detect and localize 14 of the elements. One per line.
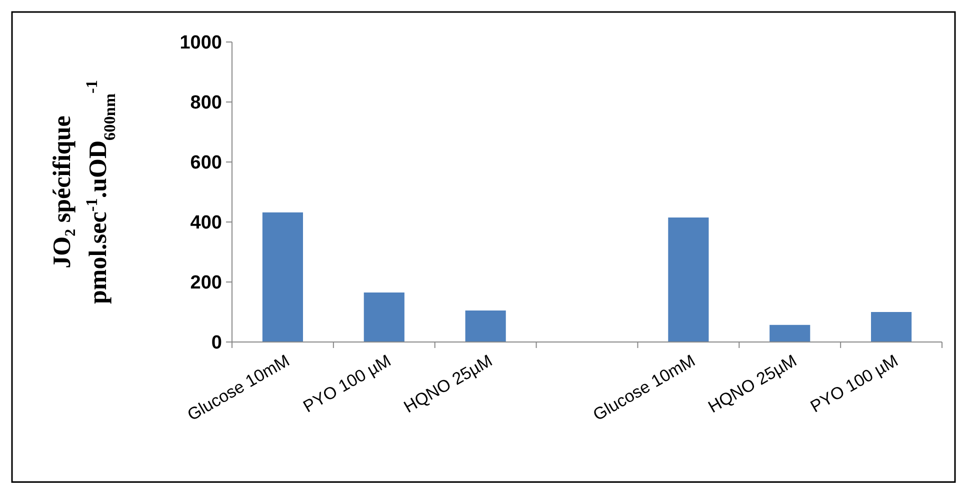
bar [262, 212, 303, 342]
x-tick-label: PYO 100 µM [807, 351, 902, 416]
y-tick-label: 400 [190, 212, 222, 234]
y-tick-label: 1000 [180, 32, 222, 54]
y-tick-label: 200 [190, 272, 222, 294]
y-tick-label: 600 [190, 152, 222, 174]
bar [871, 312, 912, 342]
bar [364, 292, 404, 342]
bar [668, 218, 709, 342]
y-tick-label: 0 [211, 332, 222, 354]
bar [770, 324, 810, 342]
x-tick-label: PYO 100 µM [300, 351, 394, 416]
bar [465, 310, 506, 342]
y-tick-label: 800 [190, 92, 222, 114]
